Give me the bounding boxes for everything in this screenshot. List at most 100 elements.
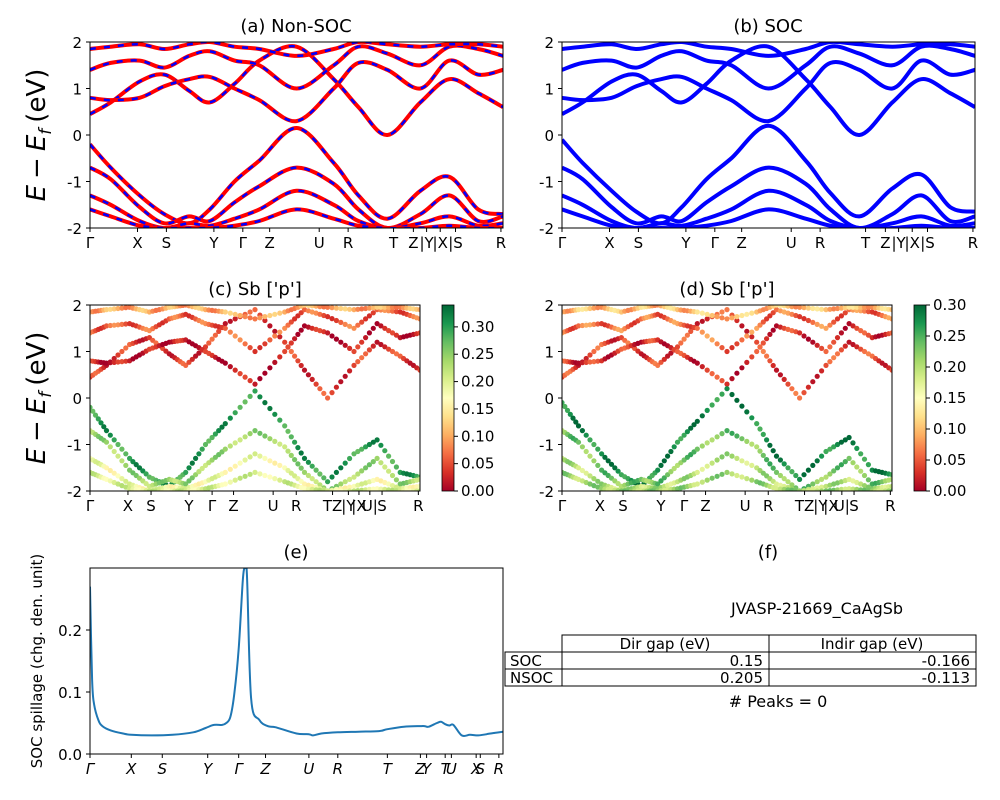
projection-point bbox=[684, 429, 691, 435]
projection-point bbox=[810, 481, 816, 487]
projection-point bbox=[237, 337, 243, 343]
projection-point bbox=[277, 477, 283, 483]
projection-point bbox=[393, 305, 399, 310]
projection-point bbox=[729, 345, 735, 351]
projection-point bbox=[850, 341, 856, 348]
projection-point bbox=[351, 325, 357, 331]
projection-point bbox=[305, 459, 311, 465]
projection-point bbox=[846, 434, 852, 441]
projection-point bbox=[288, 340, 294, 346]
projection-point bbox=[111, 322, 117, 328]
projection-point bbox=[754, 444, 760, 450]
projection-point bbox=[363, 465, 369, 471]
projection-point bbox=[317, 482, 323, 488]
projection-point bbox=[301, 305, 308, 308]
projection-point bbox=[252, 451, 258, 457]
projection-point bbox=[805, 336, 812, 342]
projection-point bbox=[227, 466, 233, 472]
projection-point bbox=[838, 486, 844, 491]
band-line-overlay bbox=[90, 166, 503, 228]
xtick-label: X bbox=[604, 234, 614, 252]
projection-point bbox=[838, 462, 845, 468]
projection-point bbox=[262, 370, 268, 376]
projection-point bbox=[579, 428, 586, 434]
projection-point bbox=[838, 313, 845, 319]
projection-point bbox=[321, 305, 327, 310]
xtick-label: S bbox=[618, 497, 628, 515]
projection-point bbox=[242, 434, 248, 440]
ytick-label: -1 bbox=[67, 437, 82, 455]
projection-point bbox=[313, 467, 319, 473]
projection-point bbox=[562, 403, 568, 410]
projection-point bbox=[219, 424, 225, 430]
panel-f-title: (f) bbox=[758, 542, 778, 563]
projection-point bbox=[305, 472, 311, 479]
xtick-label: R bbox=[494, 760, 504, 778]
projection-point bbox=[704, 463, 710, 469]
band-line-overlay bbox=[90, 189, 503, 228]
projection-point bbox=[834, 335, 841, 341]
projection-point bbox=[378, 478, 384, 484]
projection-point bbox=[212, 431, 218, 437]
projection-point bbox=[277, 329, 283, 335]
projection-point bbox=[854, 479, 860, 486]
projection-point bbox=[115, 473, 121, 479]
xtick-label: Γ bbox=[208, 497, 217, 515]
projection-point bbox=[834, 480, 841, 486]
projection-point bbox=[757, 344, 763, 350]
projection-point bbox=[797, 330, 803, 336]
projection-point bbox=[834, 305, 841, 312]
projection-point bbox=[247, 393, 253, 399]
projection-point bbox=[681, 336, 687, 342]
projection-point bbox=[744, 409, 750, 415]
projection-point bbox=[111, 306, 117, 312]
projection-point bbox=[222, 446, 228, 452]
projection-point bbox=[267, 474, 273, 480]
projection-point bbox=[823, 348, 829, 355]
projection-point bbox=[714, 374, 720, 380]
projection-point bbox=[861, 305, 868, 310]
projection-point bbox=[805, 305, 812, 311]
projection-point bbox=[858, 305, 864, 310]
projection-point bbox=[355, 306, 361, 312]
xtick-label: Γ bbox=[558, 497, 567, 515]
projection-point bbox=[591, 359, 597, 365]
projection-point bbox=[309, 309, 315, 315]
colorbar-tick-label: 0.25 bbox=[461, 345, 494, 363]
projection-point bbox=[661, 475, 667, 481]
projection-point bbox=[699, 479, 705, 485]
projection-point bbox=[850, 460, 856, 466]
projection-point bbox=[823, 483, 829, 489]
projection-point bbox=[267, 365, 273, 371]
projection-point bbox=[861, 348, 868, 355]
projection-point bbox=[329, 390, 335, 396]
projection-point bbox=[612, 465, 618, 471]
projection-point bbox=[107, 444, 113, 450]
colorbar-tick-label: 0.10 bbox=[461, 427, 494, 445]
projection-point bbox=[665, 472, 671, 478]
y-axis-label-middle: E−Ef(eV) bbox=[22, 332, 56, 465]
projection-point bbox=[107, 360, 113, 366]
projection-point bbox=[382, 305, 388, 310]
projection-point bbox=[834, 465, 841, 471]
projection-point bbox=[232, 367, 238, 373]
projection-point bbox=[801, 316, 807, 322]
projection-point bbox=[189, 356, 195, 362]
projection-point bbox=[242, 457, 248, 463]
projection-point bbox=[247, 309, 253, 315]
projection-point bbox=[678, 340, 684, 346]
projection-point bbox=[317, 305, 323, 310]
projection-point bbox=[92, 412, 99, 418]
projection-point bbox=[186, 465, 192, 471]
projection-point bbox=[237, 437, 243, 443]
projection-point bbox=[575, 307, 582, 313]
ytick-label: -1 bbox=[67, 174, 82, 192]
projection-point bbox=[587, 453, 593, 459]
projection-point bbox=[285, 322, 291, 328]
projection-point bbox=[739, 365, 745, 371]
projection-point bbox=[754, 421, 760, 427]
projection-point bbox=[359, 481, 365, 487]
projection-point bbox=[699, 364, 705, 370]
ytick-label: 2 bbox=[544, 34, 554, 52]
